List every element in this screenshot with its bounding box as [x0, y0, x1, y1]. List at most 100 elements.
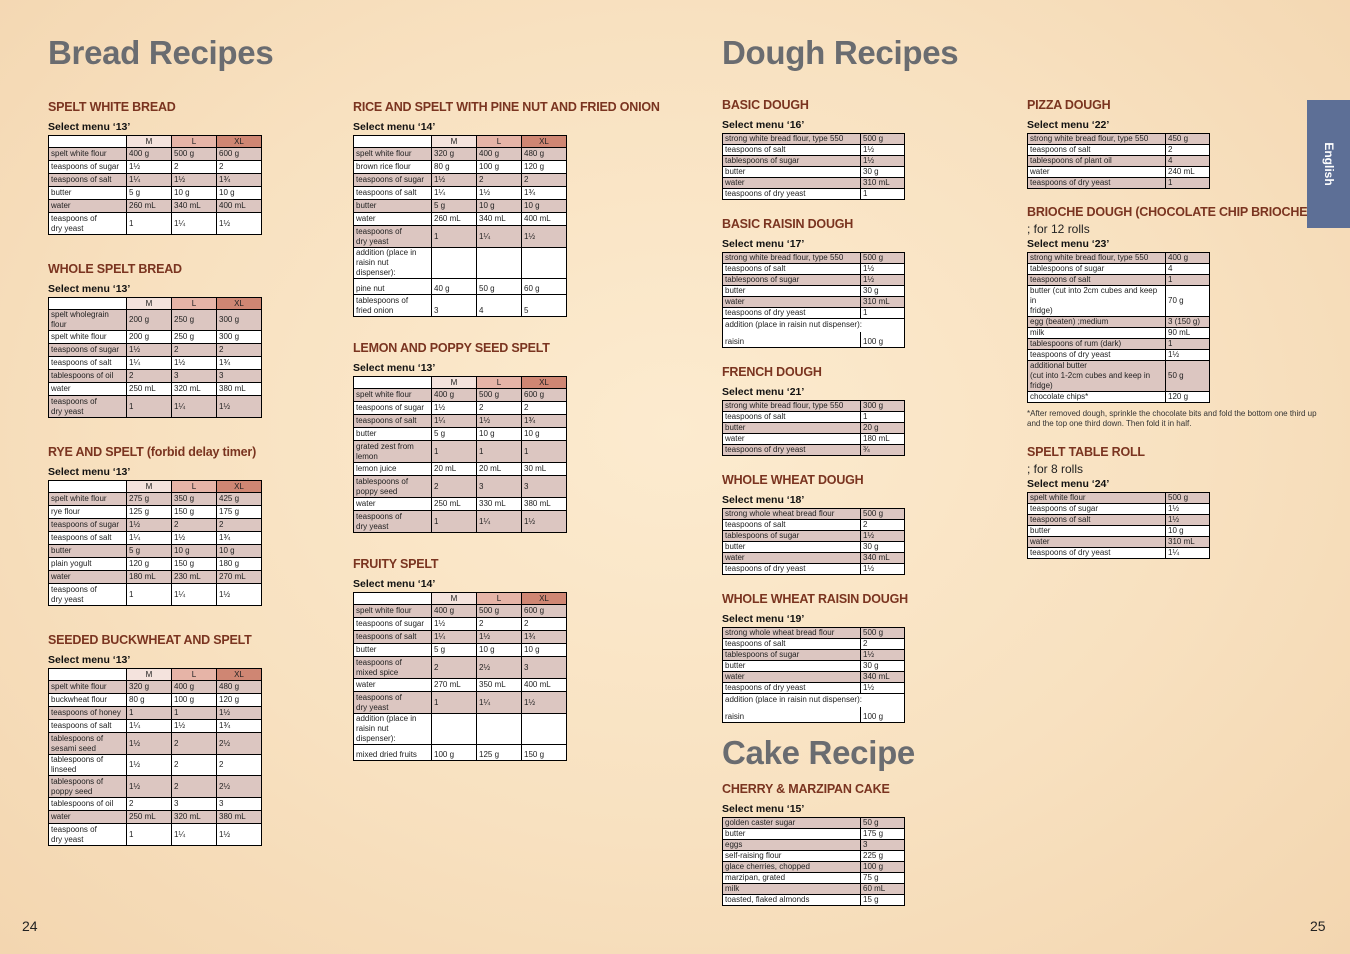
- amount-cell: 2: [521, 173, 567, 187]
- recipe-block: BRIOCHE DOUGH (CHOCOLATE CHIP BRIOCHE RO…: [1027, 205, 1348, 429]
- table-row: teaspoons of dry yeast 1¼: [1027, 547, 1210, 559]
- amount-cell: 1½: [860, 263, 905, 275]
- empty-cell: [521, 247, 567, 279]
- amount-cell: 1¾: [216, 356, 262, 370]
- table-row: teaspoons of salt 1¼ 1½ 1¾: [353, 630, 567, 644]
- amount-cell: 3: [216, 797, 262, 811]
- size-header: M: [431, 592, 477, 605]
- ingredient-cell: glace cherries, chopped: [722, 861, 861, 873]
- amount-cell: 1¼: [126, 173, 172, 187]
- ingredient-cell: tablespoons of sugar: [1027, 263, 1166, 275]
- ingredient-cell: teaspoons of dry yeast: [1027, 547, 1166, 559]
- amount-cell: 400 mL: [521, 678, 567, 692]
- table-row: tablespoons of sugar 1½: [722, 530, 905, 542]
- ingredient-cell: tablespoons of plant oil: [1027, 155, 1166, 167]
- amount-cell: 125 g: [476, 744, 522, 761]
- amount-cell: 1: [476, 440, 522, 463]
- table-row: water 260 mL 340 mL 400 mL: [48, 199, 262, 213]
- ingredient-cell: butter: [353, 643, 432, 657]
- amount-cell: 1¼: [476, 691, 522, 714]
- ingredient-cell: tablespoons of poppy seed: [353, 475, 432, 498]
- ingredient-cell: raisin: [722, 331, 861, 348]
- table-row: brown rice flour 80 g 100 g 120 g: [353, 160, 567, 174]
- ingredient-cell: tablespoons of linseed: [48, 754, 127, 776]
- ingredient-cell: strong whole wheat bread flour: [722, 627, 861, 639]
- table-row: strong white bread flour, type 550 400 g: [1027, 252, 1210, 264]
- amount-cell: 330 mL: [476, 497, 522, 511]
- ingredient-cell: teaspoons of salt: [48, 531, 127, 545]
- size-header: L: [171, 135, 217, 148]
- ingredient-cell: teaspoons of sugar: [48, 160, 127, 174]
- amount-cell: 2: [431, 475, 477, 498]
- amount-cell: 10 g: [521, 199, 567, 213]
- select-menu-label: Select menu ‘21’: [722, 386, 805, 398]
- amount-cell: 250 g: [171, 330, 217, 344]
- amount-cell: 500 g: [476, 388, 522, 402]
- table-row: teaspoons of salt 1: [1027, 274, 1210, 286]
- table-row: butter 5 g 10 g 10 g: [48, 186, 262, 200]
- ingredient-cell: butter: [722, 660, 861, 672]
- ingredient-cell: golden caster sugar: [722, 817, 861, 829]
- table-row: water 240 mL: [1027, 166, 1210, 178]
- table-row: rye flour 125 g 150 g 175 g: [48, 505, 262, 519]
- amount-cell: 1½: [521, 691, 567, 714]
- amount-cell: 1¼: [171, 395, 217, 418]
- table-row: spelt wholegrain flour 200 g 250 g 300 g: [48, 309, 262, 331]
- amount-cell: 1½: [521, 225, 567, 248]
- amount-cell: 1½: [860, 530, 905, 542]
- ingredient-cell: strong white bread flour, type 550: [722, 133, 861, 145]
- amount-cell: 180 g: [216, 557, 262, 571]
- table-header-row: M L XL: [48, 480, 262, 493]
- empty-cell: [431, 713, 477, 745]
- recipe-block: SPELT TABLE ROLL ; for 8 rolls Select menu…: [1027, 445, 1348, 559]
- table-row: tablespoons of sugar 1½: [722, 649, 905, 661]
- recipe-table: M L XL spelt white flour 400 g 500 g 600 g teas…: [353, 592, 567, 761]
- recipe-table: M L XL spelt wholegrain flour 200 g 250 g 300 …: [48, 297, 262, 418]
- ingredient-cell: water: [722, 177, 861, 189]
- size-header: M: [126, 480, 172, 493]
- ingredient-cell: strong whole wheat bread flour: [722, 508, 861, 520]
- table-row: spelt white flour 275 g 350 g 425 g: [48, 492, 262, 506]
- ingredient-cell: teaspoons of salt: [48, 719, 127, 733]
- ingredient-cell: teaspoons of sugar: [353, 401, 432, 415]
- amount-cell: 1: [1165, 338, 1210, 350]
- table-row: grated zest from lemon 1 1 1: [353, 440, 567, 463]
- recipe-table: M L XL spelt white flour 275 g 350 g 425 g rye …: [48, 480, 262, 606]
- extra-row: tablespoons of fried onion 3 4 5: [353, 294, 567, 317]
- table-row: water 250 mL 320 mL 380 mL: [48, 382, 262, 396]
- amount-cell: 425 g: [216, 492, 262, 506]
- recipe-title: BASIC RAISIN DOUGH: [722, 217, 854, 231]
- amount-cell: 275 g: [126, 492, 172, 506]
- table-row: butter 30 g: [722, 285, 905, 297]
- ingredient-cell: spelt white flour: [48, 147, 127, 161]
- ingredient-cell: teaspoons of salt: [1027, 514, 1166, 526]
- recipe-subtitle: ; for 8 rolls: [1027, 462, 1084, 476]
- table-row: tablespoons of sugar 1½: [722, 274, 905, 286]
- table-row: buckwheat flour 80 g 100 g 120 g: [48, 693, 262, 707]
- amount-cell: 2½: [476, 656, 522, 679]
- page-number-right: 25: [1310, 918, 1326, 934]
- table-row: teaspoons of sugar 1½ 2 2: [353, 173, 567, 187]
- table-row: water 250 mL 330 mL 380 mL: [353, 497, 567, 511]
- table-row: chocolate chips* 120 g: [1027, 391, 1210, 403]
- table-row: spelt white flour 400 g 500 g 600 g: [48, 147, 262, 161]
- amount-cell: 3: [476, 475, 522, 498]
- ingredient-cell: water: [48, 382, 127, 396]
- ingredient-cell: water: [353, 497, 432, 511]
- ingredient-cell: butter (cut into 2cm cubes and keep in f…: [1027, 285, 1166, 317]
- table-row: water 180 mL: [722, 433, 905, 445]
- dough-recipes-heading: Dough Recipes: [722, 34, 959, 71]
- recipe-title: SPELT WHITE BREAD: [48, 100, 176, 114]
- amount-cell: 10 g: [521, 427, 567, 441]
- amount-cell: 2: [431, 656, 477, 679]
- ingredient-cell: egg (beaten) ;medium: [1027, 316, 1166, 328]
- amount-cell: 1¼: [126, 719, 172, 733]
- table-row: tablespoons of oil 2 3 3: [48, 797, 262, 811]
- table-row: spelt white flour 500 g: [1027, 492, 1210, 504]
- ingredient-cell: teaspoons of salt: [48, 356, 127, 370]
- size-header: L: [171, 668, 217, 681]
- recipe-block: WHOLE SPELT BREAD Select menu ‘13’ M L XL spe…: [48, 262, 262, 418]
- amount-cell: 2½: [216, 775, 262, 798]
